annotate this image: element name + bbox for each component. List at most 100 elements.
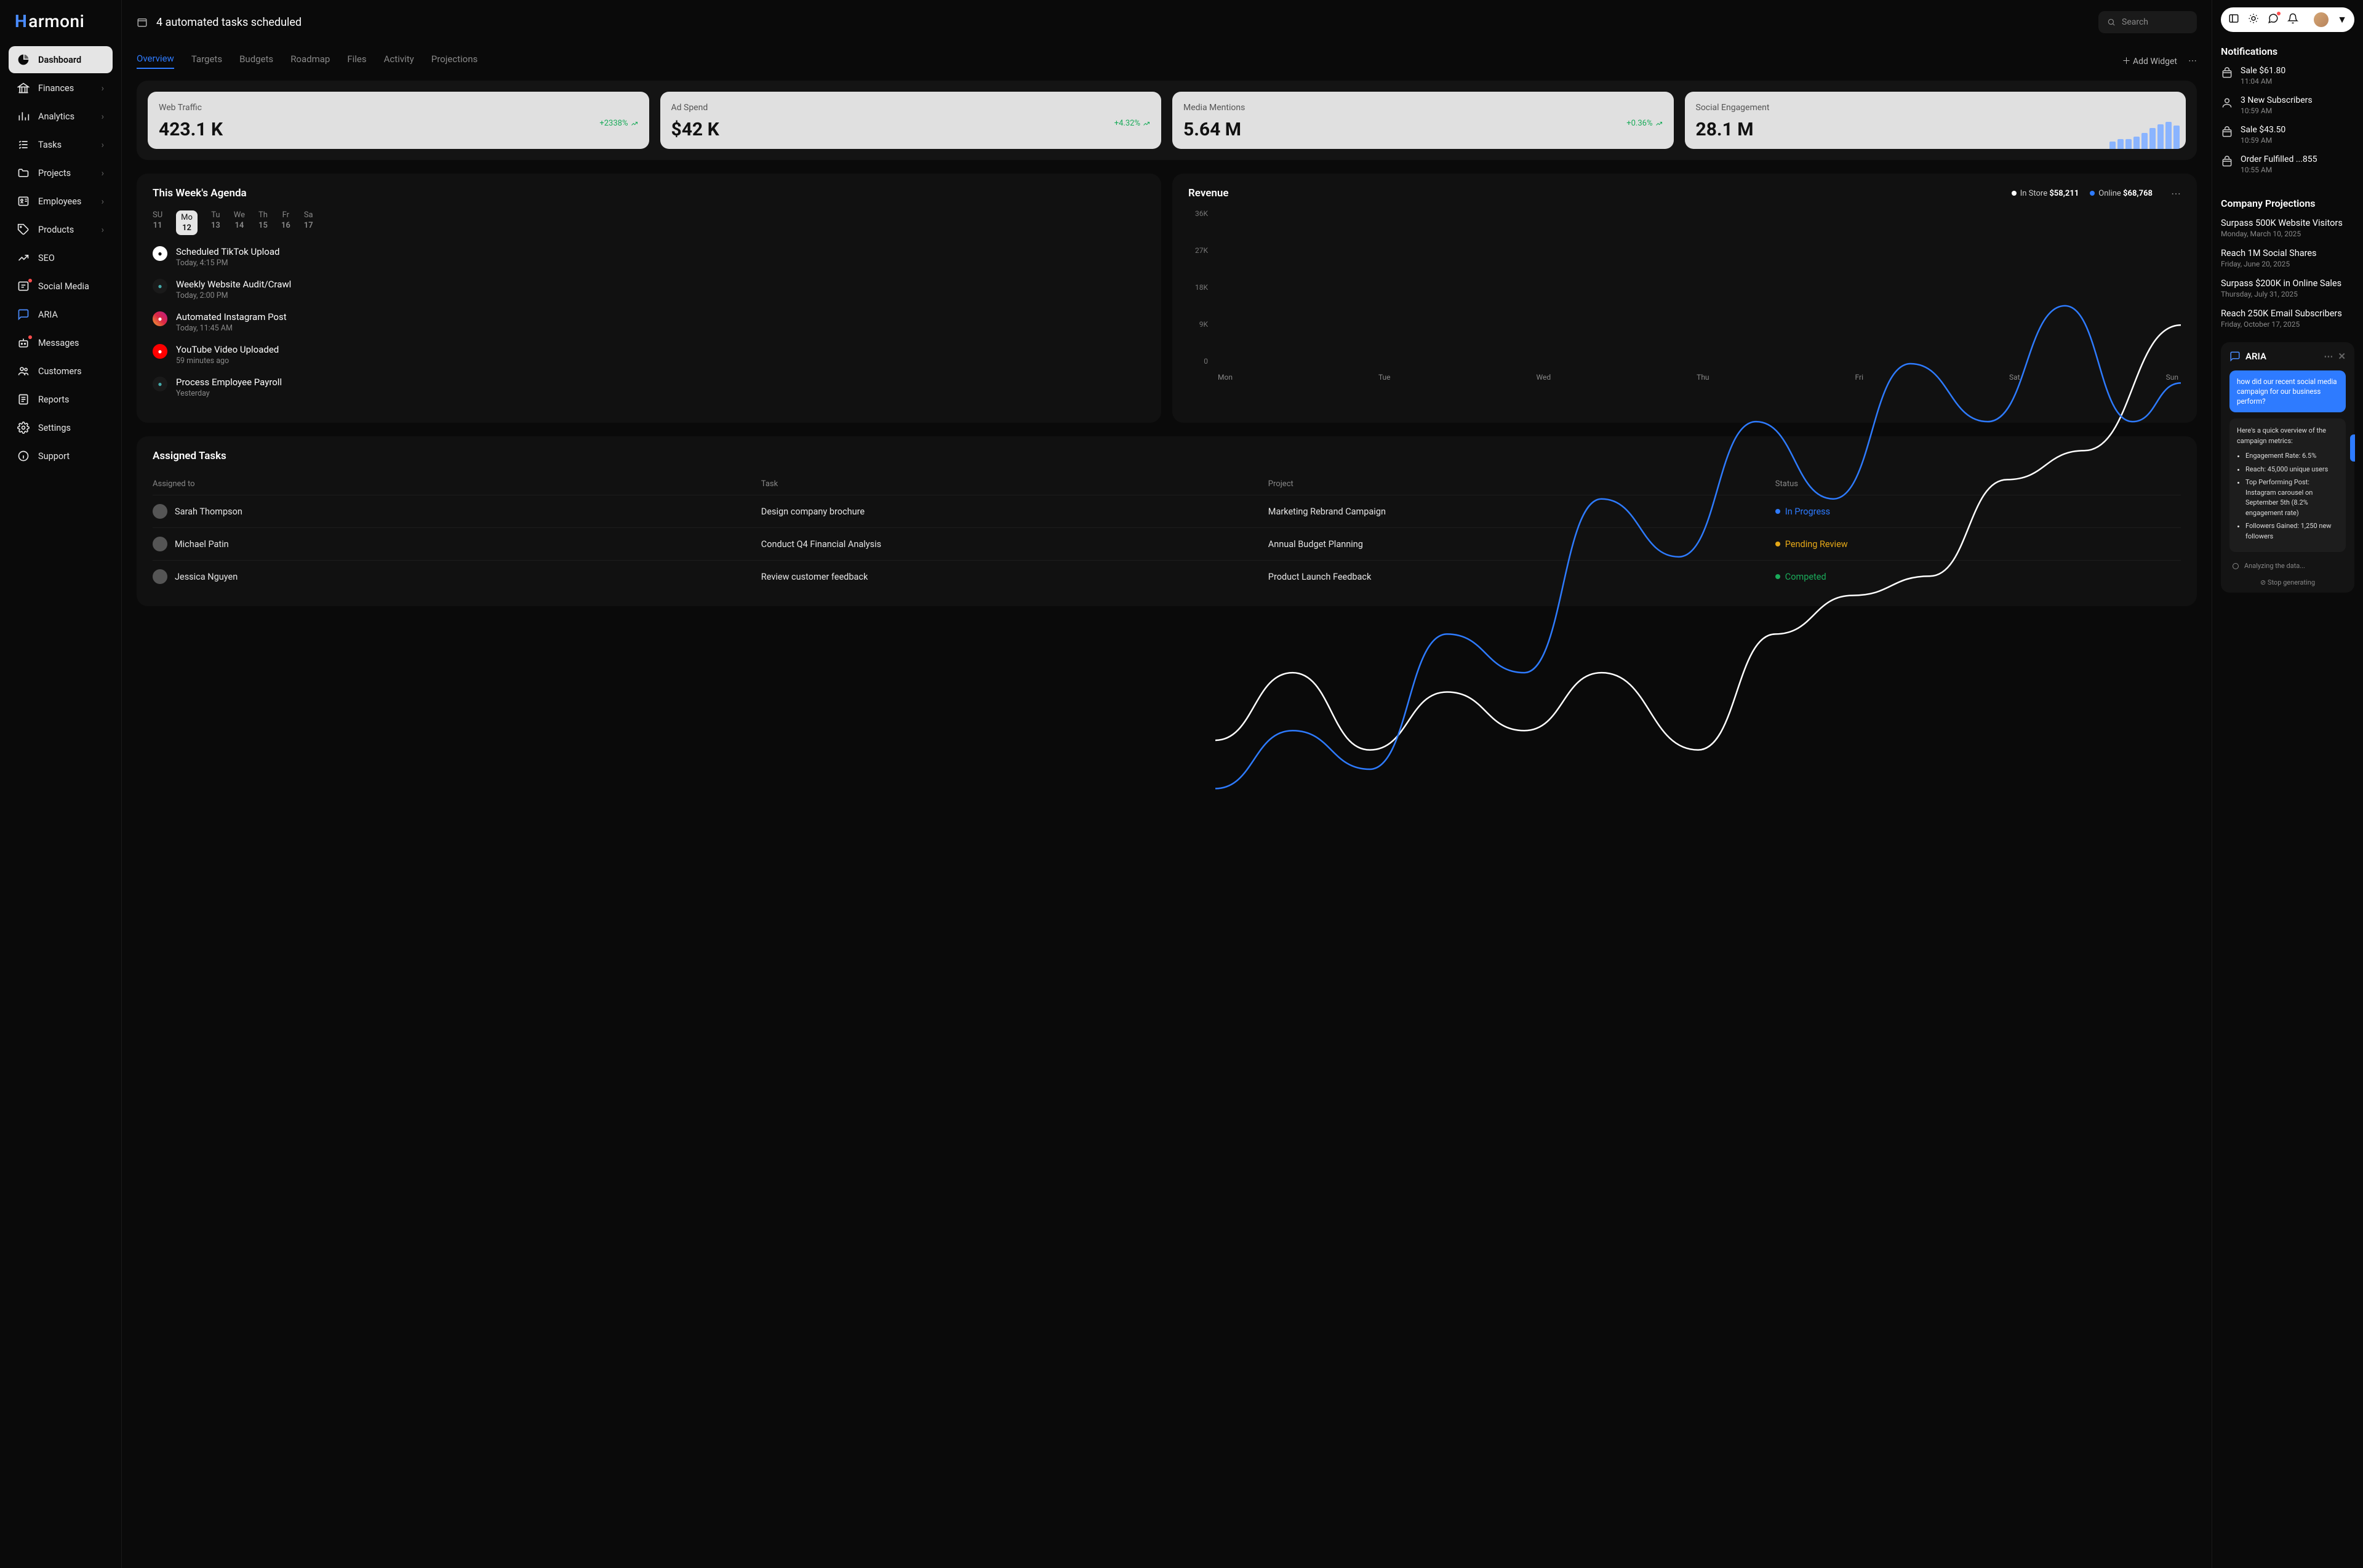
sun-icon[interactable]	[2248, 13, 2259, 26]
kpi-web-traffic[interactable]: Web Traffic 423.1 K+2338%	[148, 92, 649, 149]
tab-files[interactable]: Files	[347, 54, 366, 68]
stop-generating-button[interactable]: ⊘ Stop generating	[2229, 578, 2346, 586]
sidebar-item-messages[interactable]: Messages	[9, 329, 113, 356]
day-13[interactable]: Tu13	[211, 210, 220, 235]
search-input[interactable]: Search	[2098, 11, 2197, 33]
kpi-social-engagement[interactable]: Social Engagement 28.1 M	[1685, 92, 2186, 149]
sidebar-item-seo[interactable]: SEO	[9, 244, 113, 271]
chevron-down-icon[interactable]: ▼	[2337, 14, 2347, 26]
sidebar-item-employees[interactable]: Employees ›	[9, 188, 113, 215]
agenda-item[interactable]: ● Process Employee Payroll Yesterday	[153, 377, 1145, 398]
agenda-item[interactable]: ● Scheduled TikTok Upload Today, 4:15 PM	[153, 246, 1145, 268]
tab-targets[interactable]: Targets	[191, 54, 222, 68]
day-17[interactable]: Sa17	[304, 210, 313, 235]
projection-date: Friday, October 17, 2025	[2221, 320, 2354, 329]
aria-name: ARIA	[2245, 351, 2266, 362]
kpi-value: 28.1 M	[1696, 119, 2175, 140]
more-icon[interactable]: ⋯	[2188, 56, 2197, 66]
notification-item[interactable]: Order Fulfilled ...855 10:55 AM	[2221, 154, 2354, 174]
sidebar-item-reports[interactable]: Reports	[9, 386, 113, 413]
projection-item[interactable]: Reach 1M Social Shares Friday, June 20, …	[2221, 248, 2354, 268]
chat-icon[interactable]	[2268, 13, 2279, 26]
kpi-label: Social Engagement	[1696, 103, 2175, 113]
add-widget-button[interactable]: ＋ Add Widget	[2122, 55, 2177, 67]
notification-time: 11:04 AM	[2241, 77, 2285, 86]
kpi-value: 5.64 M	[1183, 119, 1663, 140]
aria-bullet: Reach: 45,000 unique users	[2245, 465, 2338, 475]
agenda-item[interactable]: ● Weekly Website Audit/Crawl Today, 2:00…	[153, 279, 1145, 300]
more-icon[interactable]: ⋯	[2324, 351, 2333, 362]
sidebar-item-label: Support	[38, 451, 70, 462]
notification-item[interactable]: 3 New Subscribers 10:59 AM	[2221, 95, 2354, 115]
sidebar-item-label: Settings	[38, 423, 71, 433]
more-icon[interactable]: ⋯	[2171, 188, 2181, 199]
notification-item[interactable]: Sale $43.50 10:59 AM	[2221, 125, 2354, 145]
day-12[interactable]: Mo12	[176, 210, 198, 235]
sidebar-item-support[interactable]: Support	[9, 442, 113, 470]
tab-roadmap[interactable]: Roadmap	[290, 54, 330, 68]
projections-list: Surpass 500K Website Visitors Monday, Ma…	[2221, 218, 2354, 338]
kpi-value: $42 K	[671, 119, 1151, 140]
avatar[interactable]	[2314, 12, 2329, 27]
sidebar-item-aria[interactable]: ARIA	[9, 301, 113, 328]
panel-icon[interactable]	[2228, 13, 2239, 26]
day-11[interactable]: SU11	[153, 210, 162, 235]
sidebar-item-label: Dashboard	[38, 55, 81, 65]
chart-xlabels: MonTueWedThuFriSatSun	[1215, 373, 2181, 382]
tab-overview[interactable]: Overview	[137, 53, 174, 69]
projection-date: Monday, March 10, 2025	[2221, 230, 2354, 238]
projection-title: Reach 1M Social Shares	[2221, 248, 2354, 258]
revenue-panel: Revenue In Store $58,211Online $68,768 ⋯…	[1172, 174, 2197, 423]
chevron-right-icon: ›	[102, 168, 104, 178]
spinner-icon	[2232, 562, 2239, 570]
projection-date: Friday, June 20, 2025	[2221, 260, 2354, 268]
sidebar-item-finances[interactable]: Finances ›	[9, 74, 113, 102]
sidebar-item-projects[interactable]: Projects ›	[9, 159, 113, 186]
tab-budgets[interactable]: Budgets	[239, 54, 273, 68]
check-icon	[17, 138, 30, 151]
sidebar-item-tasks[interactable]: Tasks ›	[9, 131, 113, 158]
legend-item: Online $68,768	[2090, 189, 2153, 198]
kpi-media-mentions[interactable]: Media Mentions 5.64 M+0.36%	[1172, 92, 1674, 149]
sidebar-item-dashboard[interactable]: Dashboard	[9, 46, 113, 73]
sidebar-item-analytics[interactable]: Analytics ›	[9, 103, 113, 130]
tab-projections[interactable]: Projections	[431, 54, 478, 68]
agenda-icon: ●	[153, 311, 167, 326]
day-16[interactable]: Fr16	[281, 210, 290, 235]
task-user: Jessica Nguyen	[175, 572, 238, 582]
agenda-list: ● Scheduled TikTok Upload Today, 4:15 PM…	[153, 246, 1145, 398]
projection-title: Surpass 500K Website Visitors	[2221, 218, 2354, 228]
sidebar-item-customers[interactable]: Customers	[9, 358, 113, 385]
agenda-item[interactable]: ● Automated Instagram Post Today, 11:45 …	[153, 311, 1145, 333]
notification-title: Sale $43.50	[2241, 125, 2285, 135]
user-icon	[2221, 97, 2233, 109]
sidebar-item-settings[interactable]: Settings	[9, 414, 113, 441]
tab-activity[interactable]: Activity	[384, 54, 414, 68]
notification-item[interactable]: Sale $61.80 11:04 AM	[2221, 66, 2354, 86]
robot-icon	[17, 337, 30, 349]
kpi-ad-spend[interactable]: Ad Spend $42 K+4.32%	[660, 92, 1162, 149]
sidebar-item-label: Products	[38, 225, 74, 235]
projections-title: Company Projections	[2221, 198, 2354, 209]
projection-item[interactable]: Surpass $200K in Online Sales Thursday, …	[2221, 278, 2354, 298]
column-header: Task	[761, 479, 1268, 489]
pie-icon	[17, 54, 30, 66]
kpi-row: Web Traffic 423.1 K+2338% Ad Spend $42 K…	[137, 81, 2197, 160]
projection-item[interactable]: Surpass 500K Website Visitors Monday, Ma…	[2221, 218, 2354, 238]
topbar-title: 4 automated tasks scheduled	[156, 16, 302, 29]
agenda-icon: ●	[153, 279, 167, 294]
close-icon[interactable]: ✕	[2338, 351, 2346, 362]
notification-time: 10:55 AM	[2241, 166, 2317, 174]
day-15[interactable]: Th15	[258, 210, 268, 235]
projection-item[interactable]: Reach 250K Email Subscribers Friday, Oct…	[2221, 308, 2354, 329]
content: Overview Targets Budgets Roadmap Files Activi…	[122, 44, 2212, 1568]
notification-time: 10:59 AM	[2241, 136, 2285, 145]
sidebar-item-products[interactable]: Products ›	[9, 216, 113, 243]
aria-bot-msg: Here's a quick overview of the campaign …	[2229, 418, 2346, 552]
agenda-item[interactable]: ● YouTube Video Uploaded 59 minutes ago	[153, 344, 1145, 366]
bell-icon[interactable]	[2287, 13, 2298, 26]
sidebar-item-social-media[interactable]: Social Media	[9, 273, 113, 300]
day-14[interactable]: We14	[234, 210, 245, 235]
search-placeholder: Search	[2122, 17, 2148, 27]
share-icon	[17, 280, 30, 292]
